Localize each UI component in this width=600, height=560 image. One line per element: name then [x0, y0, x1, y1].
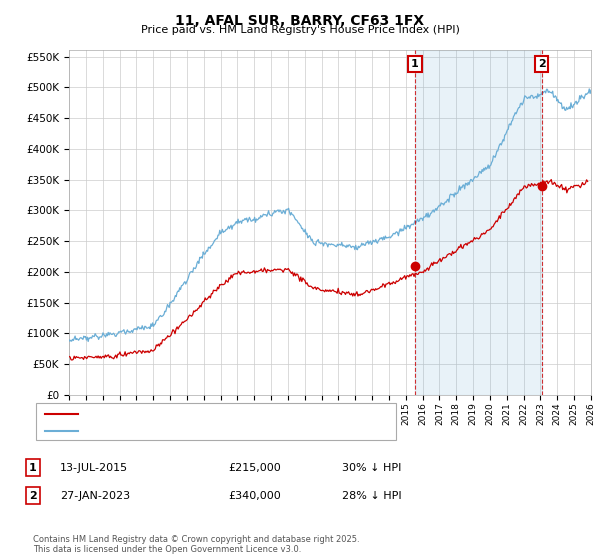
- Text: 1: 1: [29, 463, 37, 473]
- Text: 11, AFAL SUR, BARRY, CF63 1FX (detached house): 11, AFAL SUR, BARRY, CF63 1FX (detached …: [84, 409, 345, 419]
- Text: 2: 2: [538, 59, 545, 69]
- Text: 11, AFAL SUR, BARRY, CF63 1FX: 11, AFAL SUR, BARRY, CF63 1FX: [175, 14, 425, 28]
- Text: £215,000: £215,000: [228, 463, 281, 473]
- Text: Contains HM Land Registry data © Crown copyright and database right 2025.
This d: Contains HM Land Registry data © Crown c…: [33, 535, 359, 554]
- Text: 27-JAN-2023: 27-JAN-2023: [60, 491, 130, 501]
- Text: £340,000: £340,000: [228, 491, 281, 501]
- Text: Price paid vs. HM Land Registry's House Price Index (HPI): Price paid vs. HM Land Registry's House …: [140, 25, 460, 35]
- Text: 1: 1: [411, 59, 419, 69]
- Text: HPI: Average price, detached house, Vale of Glamorgan: HPI: Average price, detached house, Vale…: [84, 426, 373, 436]
- Bar: [415, 50, 542, 395]
- Text: 2: 2: [29, 491, 37, 501]
- Text: 30% ↓ HPI: 30% ↓ HPI: [342, 463, 401, 473]
- Text: 13-JUL-2015: 13-JUL-2015: [60, 463, 128, 473]
- Text: 28% ↓ HPI: 28% ↓ HPI: [342, 491, 401, 501]
